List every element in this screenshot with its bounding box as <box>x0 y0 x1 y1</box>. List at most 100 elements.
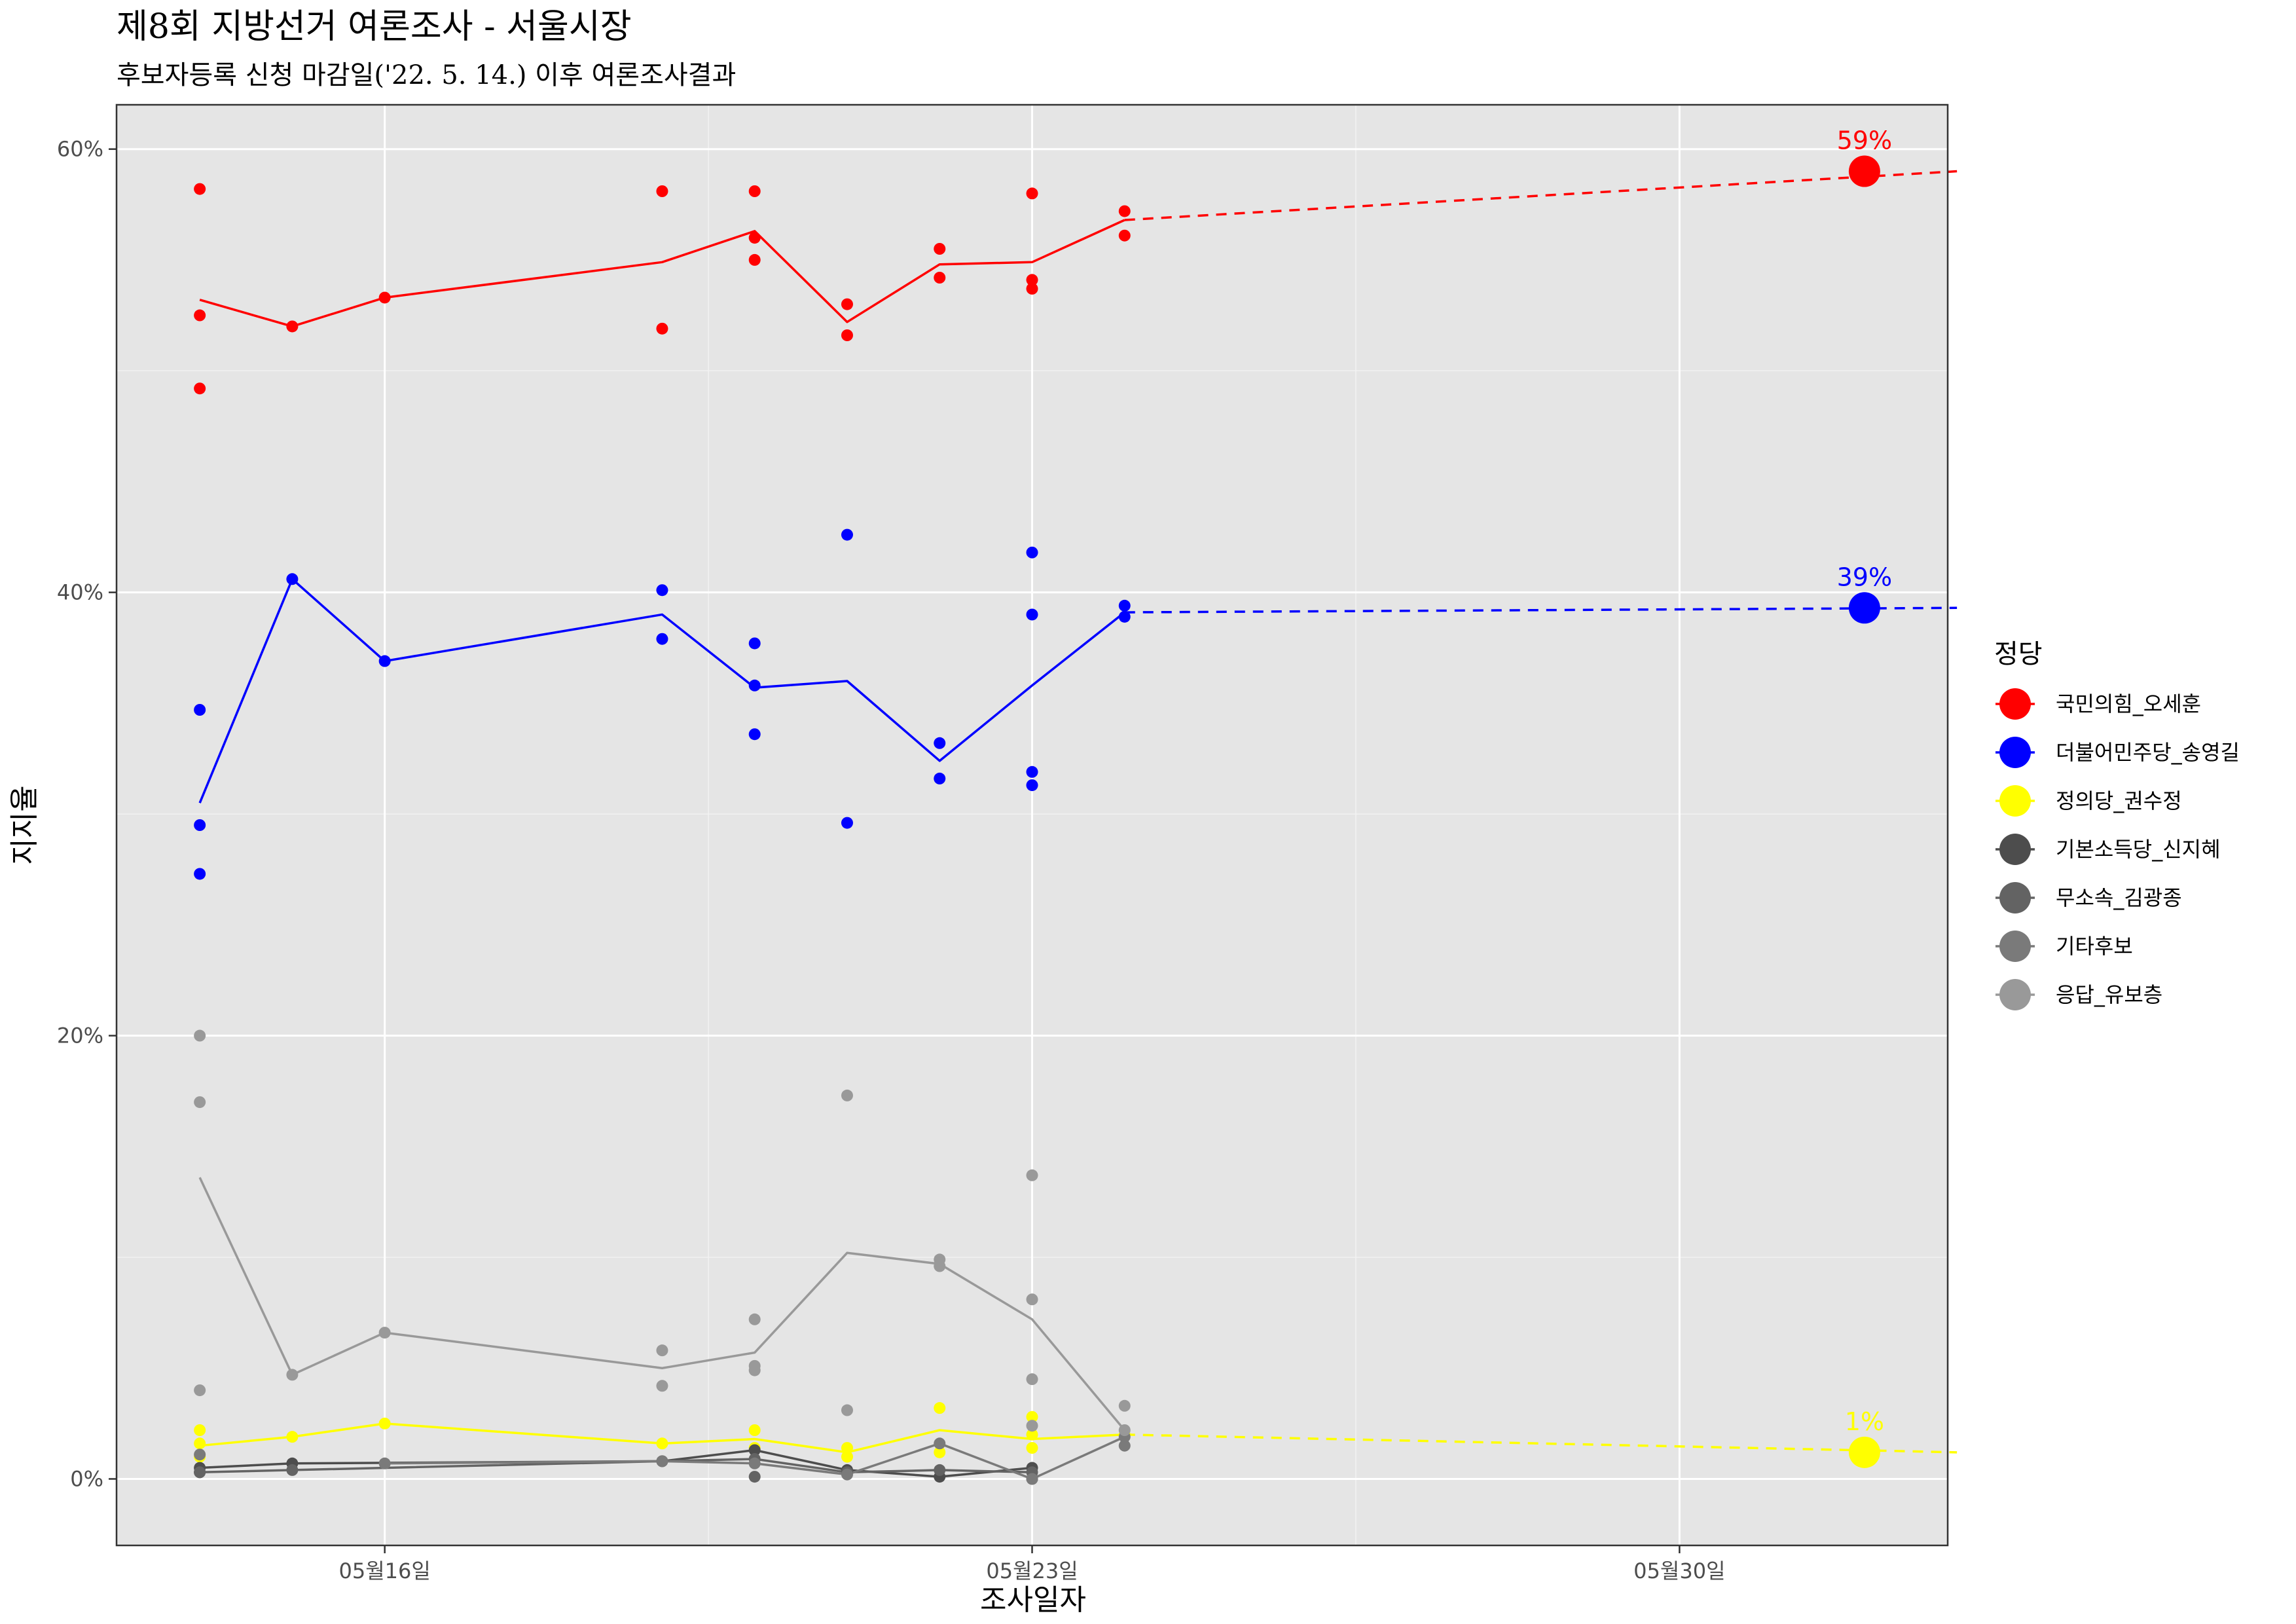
end-marker <box>1848 155 1880 187</box>
data-point <box>194 1437 206 1450</box>
data-point <box>1118 1439 1131 1452</box>
data-point <box>1026 608 1038 621</box>
data-point <box>748 637 761 650</box>
y-axis-title: 지지율 <box>8 785 41 864</box>
data-point <box>841 329 853 341</box>
legend-key-marker <box>1999 882 2031 913</box>
data-point <box>748 679 761 692</box>
data-point <box>286 573 299 585</box>
data-point <box>194 1466 206 1479</box>
x-axis: 05월16일 05월23일 05월30일 <box>338 1545 1726 1583</box>
data-point <box>656 322 668 335</box>
data-point <box>1026 187 1038 200</box>
data-point <box>1026 1169 1038 1181</box>
data-point <box>748 728 761 741</box>
projection-line <box>1124 606 1958 614</box>
data-point <box>1026 1420 1038 1432</box>
end-value-label: 59% <box>1837 126 1892 155</box>
data-point <box>194 382 206 395</box>
data-point <box>1118 1424 1131 1436</box>
end-markers: 59% 39% 1% <box>1837 126 1892 1468</box>
data-point <box>194 1029 206 1042</box>
data-point <box>1118 205 1131 217</box>
data-point <box>934 1437 946 1450</box>
data-point <box>1118 229 1131 242</box>
series-line <box>199 219 1125 328</box>
data-point <box>378 1417 391 1430</box>
data-point <box>934 1402 946 1414</box>
data-point <box>286 1464 299 1476</box>
series-points <box>194 183 1131 1485</box>
data-point <box>1026 1411 1038 1423</box>
data-point <box>748 253 761 266</box>
data-point <box>1026 546 1038 559</box>
y-tick-label: 0% <box>70 1466 103 1491</box>
legend-label: 국민의힘_오세훈 <box>2056 692 2201 716</box>
data-point <box>841 298 853 310</box>
end-marker <box>1848 592 1880 624</box>
data-point <box>656 584 668 597</box>
end-value-label: 1% <box>1845 1407 1884 1436</box>
data-point <box>841 1468 853 1481</box>
data-point <box>194 868 206 880</box>
data-point <box>934 1260 946 1272</box>
y-axis: 0% 20% 40% 60% <box>57 137 117 1491</box>
data-point <box>194 819 206 831</box>
data-point <box>748 1424 761 1436</box>
data-point <box>286 1369 299 1381</box>
data-point <box>194 309 206 322</box>
legend-key-marker <box>1999 737 2031 768</box>
data-point <box>656 1455 668 1467</box>
y-tick-label: 20% <box>57 1024 103 1048</box>
legend: 정당 국민의힘_오세훈더불어민주당_송영길정의당_권수정기본소득당_신지혜무소속… <box>1994 639 2240 1010</box>
data-point <box>841 817 853 829</box>
data-point <box>841 1442 853 1454</box>
legend-label: 기본소득당_신지혜 <box>2056 837 2221 862</box>
data-point <box>748 1471 761 1483</box>
legend-label: 정의당_권수정 <box>2056 788 2182 813</box>
data-point <box>934 1446 946 1458</box>
data-point <box>1026 1473 1038 1485</box>
data-point <box>286 1431 299 1443</box>
data-point <box>194 183 206 195</box>
data-point <box>656 185 668 197</box>
data-point <box>194 1096 206 1109</box>
data-point <box>1026 274 1038 286</box>
data-point <box>841 528 853 541</box>
data-point <box>841 1404 853 1416</box>
data-point <box>656 1437 668 1450</box>
chart-title: 제8회 지방선거 여론조사 - 서울시장 <box>117 7 632 46</box>
legend-label: 기타후보 <box>2056 934 2133 959</box>
series-line <box>198 1177 1126 1431</box>
data-point <box>1118 1399 1131 1412</box>
data-point <box>748 185 761 197</box>
data-point <box>934 737 946 749</box>
data-point <box>1026 1293 1038 1306</box>
data-point <box>656 633 668 645</box>
data-point <box>194 1449 206 1461</box>
data-point <box>286 320 299 333</box>
data-point <box>934 272 946 284</box>
x-tick-label: 05월30일 <box>1633 1559 1725 1583</box>
data-point <box>194 1424 206 1436</box>
data-point <box>934 243 946 255</box>
data-point <box>194 1384 206 1397</box>
legend-title: 정당 <box>1994 639 2043 669</box>
y-tick-label: 40% <box>57 580 103 605</box>
y-tick-label: 60% <box>57 137 103 162</box>
data-point <box>656 1344 668 1357</box>
data-point <box>194 704 206 716</box>
data-point <box>841 1089 853 1101</box>
data-point <box>1118 599 1131 612</box>
chart-subtitle: 후보자등록 신청 마감일('22. 5. 14.) 이후 여론조사결과 <box>117 60 736 90</box>
data-point <box>748 1364 761 1376</box>
x-tick-label: 05월16일 <box>338 1559 430 1583</box>
end-value-label: 39% <box>1837 563 1892 591</box>
data-point <box>748 1313 761 1325</box>
data-point <box>1026 1428 1038 1441</box>
x-axis-title: 조사일자 <box>980 1583 1086 1617</box>
data-point <box>748 1444 761 1456</box>
data-point <box>1026 1442 1038 1454</box>
projection-line <box>1124 1433 1958 1454</box>
